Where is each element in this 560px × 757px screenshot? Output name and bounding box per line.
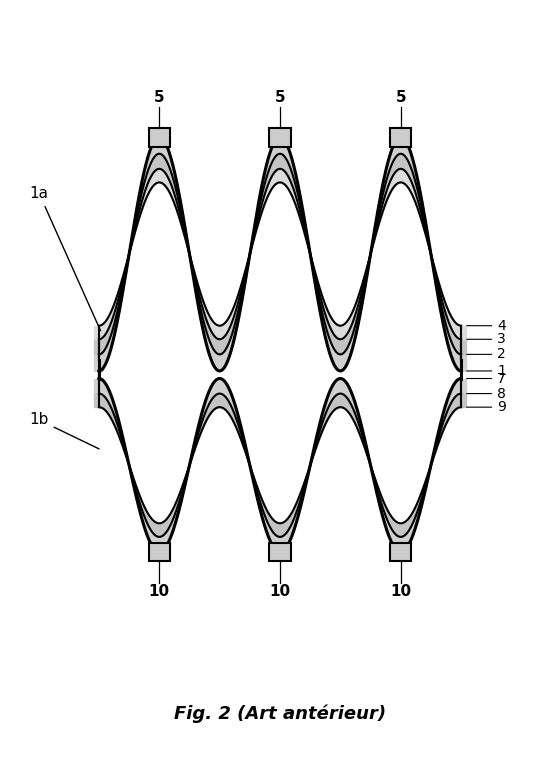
Text: 9: 9 <box>466 400 506 414</box>
Text: 5: 5 <box>154 90 165 105</box>
Bar <box>269 128 291 147</box>
Polygon shape <box>95 378 104 394</box>
Text: 1b: 1b <box>29 413 99 449</box>
Polygon shape <box>456 378 465 394</box>
Text: 10: 10 <box>269 584 291 599</box>
Bar <box>149 128 170 147</box>
Bar <box>390 128 411 147</box>
Bar <box>149 543 170 562</box>
Polygon shape <box>456 339 465 354</box>
Polygon shape <box>456 394 465 407</box>
Text: 1: 1 <box>466 364 506 378</box>
Text: 4: 4 <box>466 319 506 333</box>
Polygon shape <box>95 326 104 339</box>
Text: 7: 7 <box>466 372 506 385</box>
Polygon shape <box>95 354 104 371</box>
Polygon shape <box>456 354 465 371</box>
Text: Fig. 2 (Art antérieur): Fig. 2 (Art antérieur) <box>174 705 386 724</box>
Text: 10: 10 <box>149 584 170 599</box>
Bar <box>390 543 411 562</box>
Text: 10: 10 <box>390 584 411 599</box>
Polygon shape <box>456 326 465 339</box>
Polygon shape <box>95 394 104 407</box>
Text: 8: 8 <box>466 387 506 400</box>
Text: 3: 3 <box>466 332 506 346</box>
Bar <box>269 543 291 562</box>
Polygon shape <box>95 339 104 354</box>
Text: 1a: 1a <box>30 186 101 331</box>
Text: 5: 5 <box>395 90 406 105</box>
Text: 5: 5 <box>275 90 285 105</box>
Text: 2: 2 <box>466 347 506 361</box>
